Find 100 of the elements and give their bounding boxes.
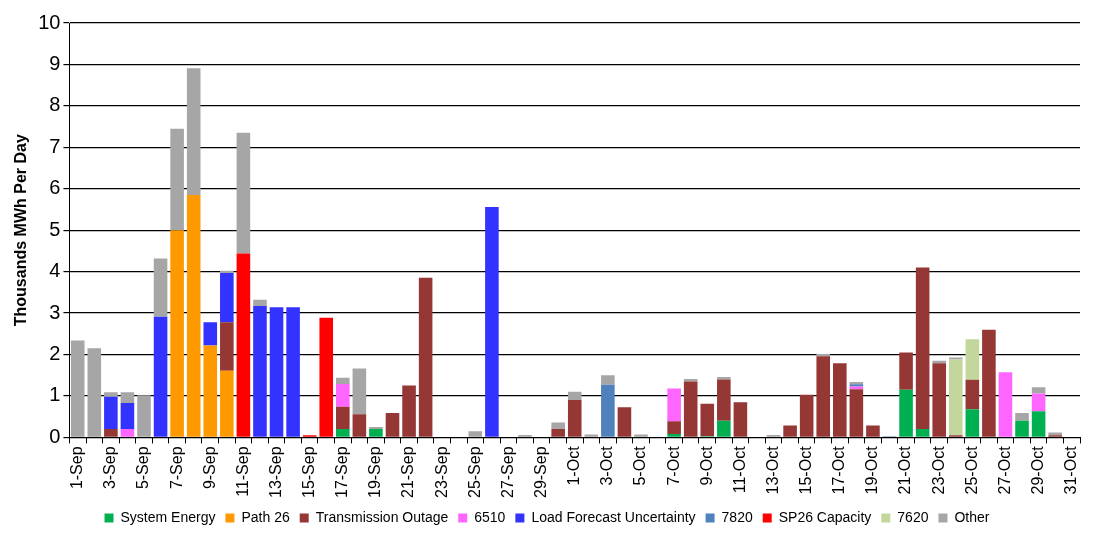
bar <box>617 407 632 437</box>
bar <box>236 253 251 437</box>
x-tick-label: 17-Oct <box>830 445 848 495</box>
bar <box>385 412 400 437</box>
bar <box>253 299 267 307</box>
bar <box>733 402 748 437</box>
y-tick-label: 6 <box>49 176 61 199</box>
x-tick-label: 11-Oct <box>730 445 748 494</box>
bar <box>667 388 681 422</box>
legend-label: 7620 <box>897 508 929 525</box>
x-tick-label: 11-Sep <box>233 446 251 497</box>
bar <box>799 394 814 437</box>
y-axis-title: Thousands MWh Per Day <box>12 134 30 327</box>
x-tick-label: 13-Sep <box>266 446 284 498</box>
legend-label: Load Forecast Uncertainty <box>531 508 696 525</box>
y-tick-label: 9 <box>49 51 61 74</box>
x-tick-label: 15-Sep <box>300 446 318 498</box>
x-tick-label: 5-Oct <box>631 445 649 486</box>
bar <box>982 329 996 437</box>
bar <box>220 322 234 371</box>
bar <box>667 421 681 435</box>
legend-label: SP26 Capacity <box>778 508 872 525</box>
bar <box>700 403 715 437</box>
bar <box>286 307 300 437</box>
bar <box>220 272 234 323</box>
bar <box>402 385 416 437</box>
x-tick-label: 19-Oct <box>863 445 881 495</box>
bar <box>965 379 980 410</box>
bar <box>120 429 135 437</box>
bar <box>816 354 831 357</box>
x-tick-label: 31-Oct <box>1062 445 1080 495</box>
y-tick-label: 10 <box>38 10 61 33</box>
x-tick-label: 3-Sep <box>101 446 119 490</box>
bar <box>634 434 648 437</box>
bar <box>336 406 350 430</box>
x-tick-label: 27-Sep <box>498 446 516 498</box>
bar <box>418 277 433 437</box>
x-tick-label: 9-Oct <box>697 445 715 486</box>
bar <box>120 392 135 404</box>
bar <box>120 403 135 430</box>
bar <box>153 258 168 317</box>
legend-label: 6510 <box>474 508 506 525</box>
bar <box>336 377 350 384</box>
bar <box>236 132 251 254</box>
x-tick-label: 21-Sep <box>399 446 417 498</box>
x-tick-label: 23-Sep <box>432 446 450 498</box>
bar <box>915 267 930 430</box>
bar <box>369 427 383 430</box>
bar <box>948 359 963 436</box>
bar <box>319 317 334 437</box>
x-tick-label: 23-Oct <box>929 445 947 495</box>
y-tick-label: 1 <box>49 383 61 406</box>
bar <box>783 425 797 437</box>
bar <box>220 270 234 273</box>
y-tick-label: 2 <box>49 342 61 365</box>
x-tick-label: 29-Oct <box>1029 445 1047 495</box>
x-tick-label: 1-Oct <box>565 445 583 486</box>
bar <box>137 395 151 437</box>
x-tick-label: 5-Sep <box>134 446 152 490</box>
bar <box>601 384 615 437</box>
bar <box>899 352 913 390</box>
y-tick-label: 8 <box>49 93 61 116</box>
bar <box>1015 412 1029 421</box>
bar <box>170 230 184 437</box>
bar <box>1031 387 1046 394</box>
legend-label: Other <box>954 508 990 525</box>
x-tick-label: 21-Oct <box>896 445 914 495</box>
bar <box>369 429 383 437</box>
x-tick-label: 7-Sep <box>167 446 185 490</box>
x-tick-label: 3-Oct <box>598 445 616 486</box>
bar <box>203 345 218 437</box>
x-tick-label: 25-Oct <box>962 445 980 495</box>
x-tick-label: 15-Oct <box>797 445 815 495</box>
x-tick-label: 29-Sep <box>532 446 549 498</box>
y-tick-label: 0 <box>49 424 61 447</box>
bar <box>104 392 118 397</box>
bar <box>1015 420 1029 437</box>
bar <box>866 425 880 437</box>
bar <box>915 429 930 437</box>
bar <box>1031 411 1046 437</box>
x-tick-label: 19-Sep <box>366 446 384 498</box>
bar <box>485 207 499 437</box>
bar <box>269 307 284 437</box>
legend-label: System Energy <box>120 508 216 525</box>
bar <box>186 194 201 437</box>
x-tick-label: 27-Oct <box>995 445 1013 495</box>
bar <box>567 391 582 401</box>
bar <box>203 322 218 346</box>
x-tick-label: 1-Sep <box>68 446 86 490</box>
legend-label: Path 26 <box>241 508 290 525</box>
bar <box>948 357 963 360</box>
legend-label: 7820 <box>721 508 753 525</box>
bar <box>220 370 234 437</box>
bar <box>717 420 731 437</box>
bar <box>816 356 831 437</box>
bar <box>336 429 350 437</box>
x-tick-label: 13-Oct <box>763 445 781 495</box>
x-tick-label: 17-Sep <box>333 446 351 498</box>
bar <box>717 379 731 421</box>
x-tick-label: 7-Oct <box>664 445 682 486</box>
